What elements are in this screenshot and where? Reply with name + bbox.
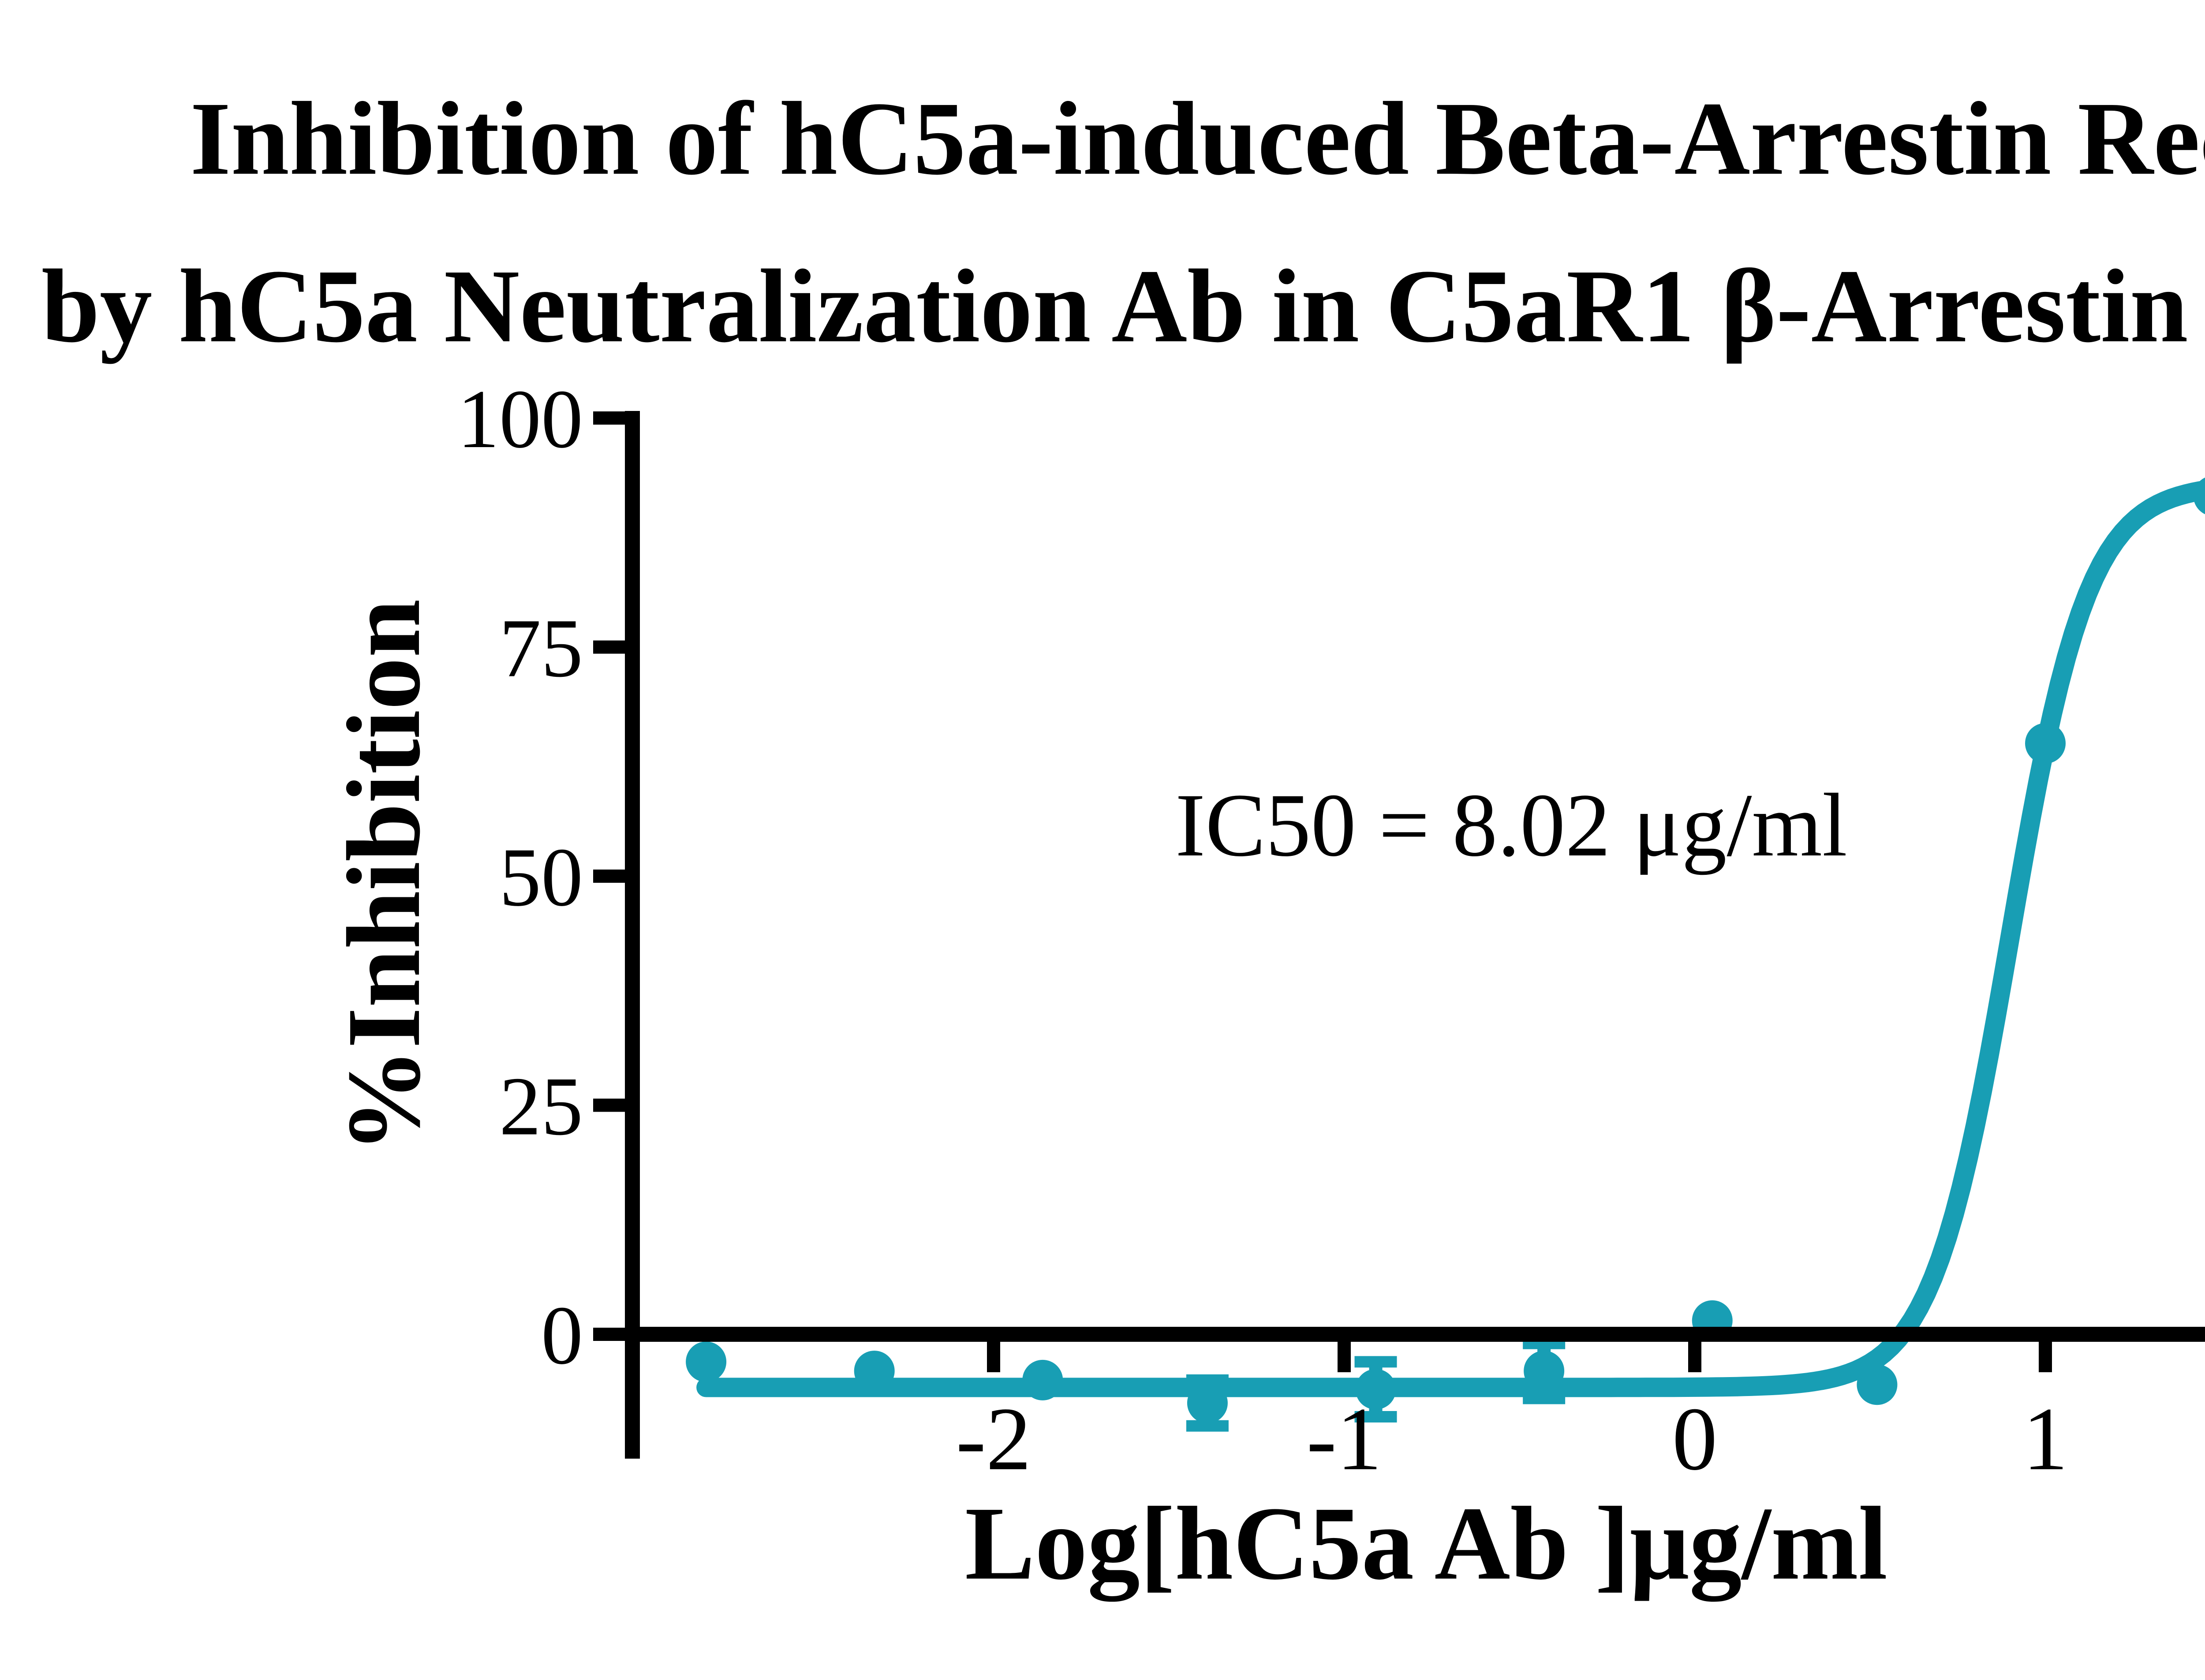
chart-title-line-2: by hC5a Neutralization Ab in C5aR1 β-Arr…: [41, 248, 2205, 364]
chart-title-line-1: Inhibition of hC5a-induced Beta-Arrestin…: [190, 81, 2205, 197]
data-point-marker: [2193, 478, 2205, 515]
x-axis-title: Log[hC5a Ab ]μg/ml: [965, 1486, 1887, 1602]
x-tick-label: -2: [956, 1389, 1031, 1489]
y-axis-title: %Inhibition: [326, 599, 442, 1154]
y-tick-label: 100: [457, 373, 583, 466]
y-tick-label: 25: [499, 1060, 583, 1153]
data-point-marker: [854, 1351, 895, 1392]
ic50-annotation: IC50 = 8.02 μg/ml: [1175, 775, 1847, 875]
y-tick-label: 75: [499, 602, 583, 695]
y-tick-label: 50: [499, 831, 583, 924]
x-tick-label: 0: [1672, 1389, 1718, 1489]
data-point-marker: [2025, 723, 2066, 764]
x-tick-label: 1: [2023, 1389, 2068, 1489]
data-point-marker: [1857, 1364, 1898, 1405]
data-point-marker: [686, 1341, 727, 1382]
data-point-marker: [1524, 1351, 1565, 1392]
data-point-marker: [1187, 1382, 1228, 1423]
fit-curve-group: [696, 480, 2205, 1397]
data-point-marker: [1355, 1369, 1396, 1410]
data-point-marker: [1022, 1359, 1063, 1400]
y-tick-label: 0: [541, 1289, 583, 1382]
fit-curve: [696, 480, 2205, 1397]
data-points-group: [686, 478, 2205, 1423]
